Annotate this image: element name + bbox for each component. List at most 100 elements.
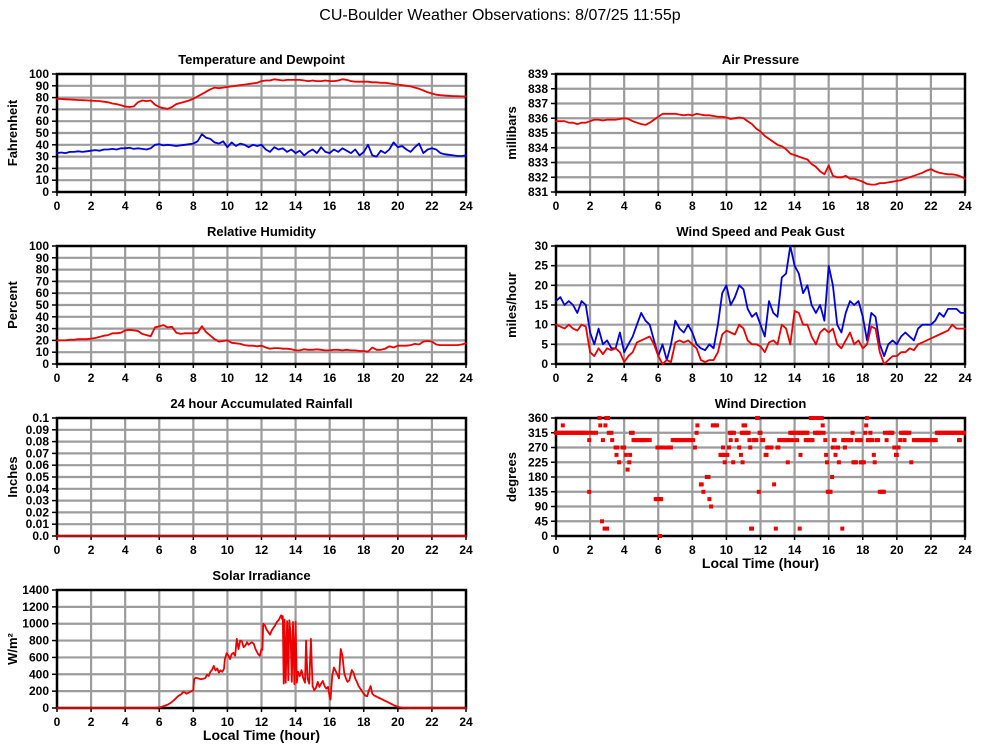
- svg-text:4: 4: [122, 543, 129, 557]
- svg-text:20: 20: [36, 161, 50, 175]
- svg-text:0.05: 0.05: [26, 470, 50, 484]
- svg-text:12: 12: [754, 199, 768, 213]
- svg-text:16: 16: [822, 199, 836, 213]
- x-axis-label: Local Time (hour): [202, 727, 321, 743]
- svg-text:6: 6: [655, 199, 662, 213]
- svg-text:20: 20: [36, 333, 50, 347]
- svg-text:832: 832: [528, 170, 548, 184]
- svg-text:14: 14: [289, 543, 303, 557]
- svg-text:8: 8: [190, 199, 197, 213]
- svg-text:0: 0: [553, 199, 560, 213]
- svg-text:0.06: 0.06: [26, 458, 50, 472]
- svg-text:6: 6: [156, 199, 163, 213]
- svg-text:0: 0: [54, 199, 61, 213]
- svg-text:831: 831: [528, 185, 548, 199]
- svg-text:14: 14: [788, 199, 802, 213]
- svg-text:8: 8: [190, 715, 197, 729]
- svg-text:20: 20: [890, 199, 904, 213]
- svg-text:10: 10: [720, 371, 734, 385]
- svg-text:100: 100: [29, 239, 49, 253]
- svg-text:6: 6: [156, 371, 163, 385]
- svg-text:18: 18: [357, 715, 371, 729]
- chart-title: Relative Humidity: [206, 224, 317, 239]
- svg-text:10: 10: [720, 543, 734, 557]
- svg-text:22: 22: [924, 543, 938, 557]
- svg-text:12: 12: [255, 371, 269, 385]
- svg-text:18: 18: [856, 199, 870, 213]
- svg-text:180: 180: [528, 470, 548, 484]
- svg-text:22: 22: [924, 371, 938, 385]
- svg-text:70: 70: [36, 274, 50, 288]
- svg-text:24: 24: [958, 199, 972, 213]
- svg-text:0: 0: [42, 701, 49, 715]
- temperature-dewpoint-plot: 0 2 4 6 8 10 12 14 16 18 20 22 240102030405060708090…: [29, 67, 473, 213]
- svg-text:14: 14: [289, 199, 303, 213]
- svg-text:24: 24: [459, 715, 473, 729]
- svg-text:2: 2: [88, 371, 95, 385]
- svg-text:0.03: 0.03: [26, 494, 50, 508]
- svg-text:22: 22: [924, 199, 938, 213]
- svg-text:45: 45: [535, 514, 549, 528]
- svg-text:0.09: 0.09: [26, 423, 50, 437]
- svg-text:14: 14: [289, 715, 303, 729]
- chart-title: Solar Irradiance: [212, 568, 311, 583]
- svg-text:8: 8: [689, 371, 696, 385]
- svg-text:16: 16: [323, 543, 337, 557]
- svg-text:18: 18: [856, 371, 870, 385]
- svg-text:15: 15: [535, 298, 549, 312]
- svg-text:20: 20: [391, 199, 405, 213]
- svg-text:80: 80: [36, 263, 50, 277]
- svg-text:20: 20: [391, 715, 405, 729]
- relative-humidity-plot: 0 2 4 6 8 10 12 14 16 18 20 22 240102030405060708090…: [29, 239, 473, 385]
- svg-text:0.02: 0.02: [26, 505, 50, 519]
- svg-text:839: 839: [528, 67, 548, 81]
- wind-direction-plot: 0 2 4 6 8 10 12 14 16 18 20 22 240459013518022527031…: [528, 411, 972, 557]
- svg-text:0: 0: [553, 371, 560, 385]
- svg-text:12: 12: [754, 543, 768, 557]
- svg-text:1200: 1200: [22, 600, 49, 614]
- svg-text:834: 834: [528, 141, 548, 155]
- svg-text:10: 10: [221, 543, 235, 557]
- svg-text:40: 40: [36, 310, 50, 324]
- svg-text:12: 12: [754, 371, 768, 385]
- svg-text:5: 5: [541, 337, 548, 351]
- svg-text:2: 2: [587, 371, 594, 385]
- svg-text:0: 0: [553, 543, 560, 557]
- svg-text:100: 100: [29, 67, 49, 81]
- svg-text:90: 90: [36, 79, 50, 93]
- svg-text:16: 16: [822, 543, 836, 557]
- svg-text:40: 40: [36, 138, 50, 152]
- svg-text:30: 30: [535, 239, 549, 253]
- svg-text:60: 60: [36, 114, 50, 128]
- svg-text:2: 2: [88, 715, 95, 729]
- svg-text:20: 20: [890, 543, 904, 557]
- svg-text:60: 60: [36, 286, 50, 300]
- svg-text:18: 18: [357, 371, 371, 385]
- svg-text:800: 800: [29, 634, 49, 648]
- svg-text:18: 18: [357, 543, 371, 557]
- svg-text:6: 6: [655, 543, 662, 557]
- svg-text:90: 90: [36, 251, 50, 265]
- svg-text:30: 30: [36, 322, 50, 336]
- svg-text:0: 0: [42, 357, 49, 371]
- svg-text:4: 4: [122, 199, 129, 213]
- svg-text:4: 4: [122, 715, 129, 729]
- svg-text:8: 8: [190, 371, 197, 385]
- svg-text:12: 12: [255, 715, 269, 729]
- svg-text:0: 0: [42, 185, 49, 199]
- svg-text:835: 835: [528, 126, 548, 140]
- svg-text:0.08: 0.08: [26, 435, 50, 449]
- svg-text:18: 18: [856, 543, 870, 557]
- svg-text:50: 50: [36, 298, 50, 312]
- svg-text:0: 0: [541, 529, 548, 543]
- svg-text:70: 70: [36, 102, 50, 116]
- chart-title: Wind Speed and Peak Gust: [676, 224, 845, 239]
- svg-text:225: 225: [528, 455, 548, 469]
- svg-text:400: 400: [29, 667, 49, 681]
- svg-text:16: 16: [323, 199, 337, 213]
- svg-text:0: 0: [54, 715, 61, 729]
- svg-text:4: 4: [122, 371, 129, 385]
- svg-text:24: 24: [459, 371, 473, 385]
